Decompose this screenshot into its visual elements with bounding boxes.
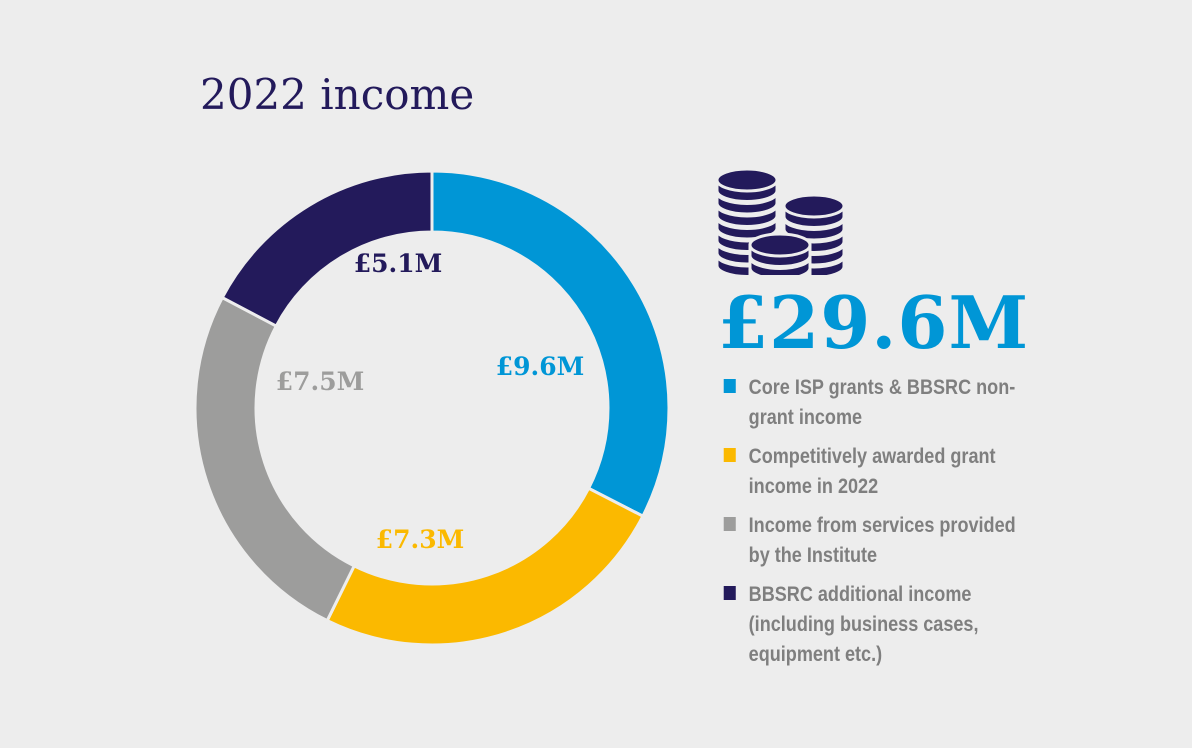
- donut-slice: [220, 169, 434, 329]
- legend-label: Competitively awarded grant income in 20…: [748, 445, 996, 498]
- legend-swatch: [723, 379, 736, 393]
- donut-slice: [430, 169, 671, 519]
- legend-label: Income from services provided by the Ins…: [748, 514, 1016, 567]
- donut-slice: [193, 295, 357, 623]
- coin-top: [782, 193, 846, 219]
- legend-label: BBSRC additional income (including busin…: [748, 583, 979, 666]
- chart-title: 2022 income: [200, 70, 475, 119]
- coins-stack-icon: [715, 167, 846, 275]
- donut-slice: [325, 486, 645, 647]
- legend-item: BBSRC additional income (including busin…: [722, 580, 1032, 670]
- coin-top: [748, 232, 812, 258]
- legend-item: Core ISP grants & BBSRC non-grant income: [722, 373, 1032, 433]
- legend-item: Income from services provided by the Ins…: [722, 511, 1032, 571]
- legend-swatch: [723, 586, 736, 600]
- slice-value-label: £7.5M: [276, 367, 365, 396]
- legend: Core ISP grants & BBSRC non-grant income…: [722, 373, 1022, 679]
- total-income: £29.6M: [718, 280, 1030, 365]
- legend-swatch: [723, 448, 736, 462]
- slice-value-label: £9.6M: [496, 352, 585, 381]
- legend-item: Competitively awarded grant income in 20…: [722, 442, 1032, 502]
- slice-value-label: £7.3M: [376, 525, 465, 554]
- legend-swatch: [723, 517, 736, 531]
- legend-label: Core ISP grants & BBSRC non-grant income: [748, 376, 1016, 429]
- donut-chart: £9.6M £7.3M £7.5M £5.1M: [193, 169, 671, 647]
- slice-value-label: £5.1M: [354, 249, 443, 278]
- coin-top: [715, 167, 779, 193]
